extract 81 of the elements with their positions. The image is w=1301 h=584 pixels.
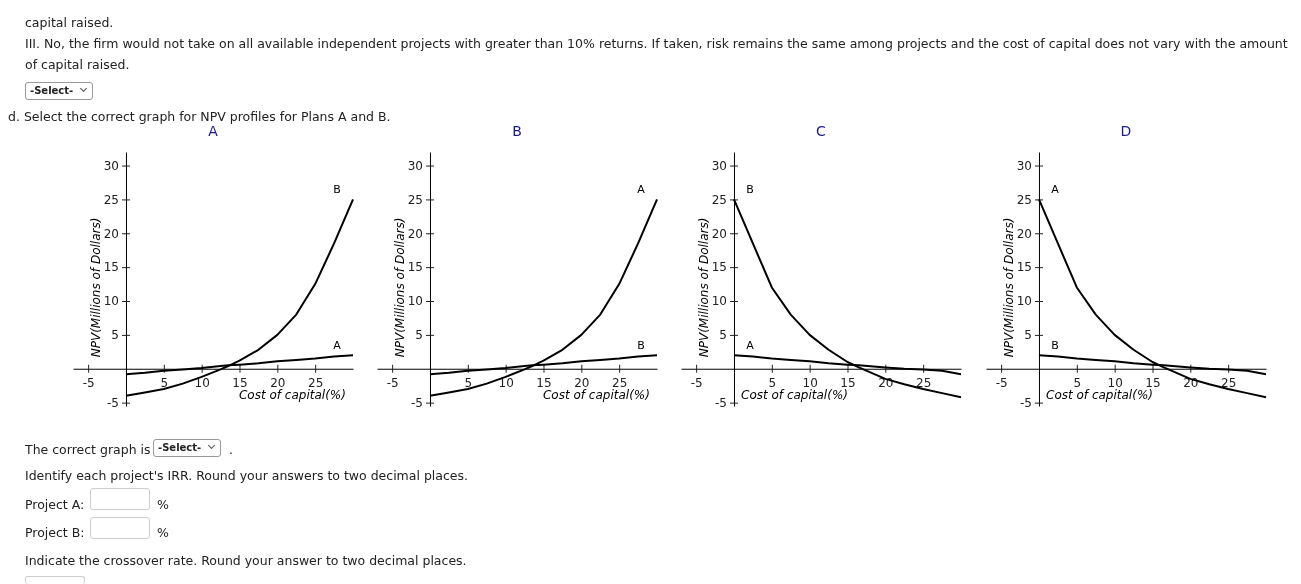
text: . xyxy=(229,441,233,459)
x-tick-label: 25 xyxy=(612,375,628,390)
y-axis-title: NPV(Millions of Dollars) xyxy=(697,217,711,358)
y-tick-label: 5 xyxy=(719,328,727,343)
chart-title: C xyxy=(816,123,827,139)
y-tick-label: 15 xyxy=(711,260,727,275)
x-tick-label: 25 xyxy=(916,375,932,390)
y-tick-label: 30 xyxy=(1016,158,1032,173)
text: Identify each project's IRR. Round your answers to two decimal places. xyxy=(25,467,469,485)
x-tick-label: 20 xyxy=(270,375,286,390)
chart-title: D xyxy=(1120,123,1132,139)
text: Project A: xyxy=(25,496,85,514)
x-tick-label: -5 xyxy=(82,375,95,390)
x-axis-title: Cost of capital(%) xyxy=(1046,387,1153,402)
series-label: B xyxy=(333,183,341,197)
text: d. Select the correct graph for NPV profiles for Plans A and B. xyxy=(8,108,391,126)
y-tick-label: -5 xyxy=(715,395,727,410)
x-axis-title: Cost of capital(%) xyxy=(238,387,346,402)
y-axis-title: NPV(Millions of Dollars) xyxy=(89,217,103,358)
y-tick-label: 30 xyxy=(711,158,727,173)
text: % xyxy=(157,496,169,514)
x-tick-label: 15 xyxy=(232,375,248,390)
x-tick-label: -5 xyxy=(690,375,703,390)
text: III. No, the firm would not take on all available independent projects with greater than 10% returns. If taken, risk remains the same among projects and the cost of capital does not vary with the amount of capital raised. xyxy=(25,35,1289,74)
y-axis-title: NPV(Millions of Dollars) xyxy=(1002,217,1016,358)
y-tick-label: 20 xyxy=(1016,226,1032,241)
y-tick-label: 25 xyxy=(1016,192,1032,207)
y-tick-label: 15 xyxy=(407,260,423,275)
x-tick-label: 5 xyxy=(160,375,169,390)
y-tick-label: 5 xyxy=(111,328,119,343)
chart-title: A xyxy=(208,123,219,139)
dropdown: -Select- xyxy=(25,82,94,100)
x-tick-label: -5 xyxy=(386,375,399,390)
series-label: B xyxy=(1051,339,1059,353)
y-tick-label: 15 xyxy=(1016,260,1032,275)
y-tick-label: 25 xyxy=(711,192,727,207)
y-tick-label: 20 xyxy=(103,226,119,241)
x-tick-label: 25 xyxy=(1221,375,1237,390)
x-axis-title: Cost of capital(%) xyxy=(542,387,650,402)
x-tick-label: 5 xyxy=(768,375,777,390)
x-tick-label: 5 xyxy=(1073,375,1082,390)
y-tick-label: 10 xyxy=(407,294,423,309)
y-tick-label: 30 xyxy=(103,158,119,173)
x-tick-label: 10 xyxy=(802,375,818,390)
y-tick-label: -5 xyxy=(1020,395,1032,410)
text: Indicate the crossover rate. Round your answer to two decimal places. xyxy=(25,552,467,570)
y-tick-label: 30 xyxy=(407,158,423,173)
x-tick-label: 20 xyxy=(574,375,590,390)
series-label: A xyxy=(637,183,646,197)
x-tick-label: 15 xyxy=(1145,375,1161,390)
x-tick-label: 5 xyxy=(464,375,473,390)
series-label: A xyxy=(1051,183,1060,197)
y-tick-label: 20 xyxy=(711,226,727,241)
series-label: B xyxy=(746,183,754,197)
chart-title: B xyxy=(512,123,522,139)
y-tick-label: 25 xyxy=(407,192,423,207)
x-axis-title: Cost of capital(%) xyxy=(741,387,848,402)
y-tick-label: -5 xyxy=(107,395,119,410)
series-label: B xyxy=(637,339,645,353)
y-tick-label: 10 xyxy=(1016,294,1032,309)
x-tick-label: 25 xyxy=(308,375,324,390)
y-tick-label: 5 xyxy=(1024,328,1032,343)
x-tick-label: 15 xyxy=(840,375,856,390)
y-tick-label: 25 xyxy=(103,192,119,207)
x-tick-label: 10 xyxy=(1107,375,1123,390)
y-tick-label: 5 xyxy=(415,328,423,343)
y-tick-label: 10 xyxy=(103,294,119,309)
y-axis-title: NPV(Millions of Dollars) xyxy=(393,217,407,358)
y-tick-label: -5 xyxy=(411,395,423,410)
text: The correct graph is xyxy=(25,441,151,459)
text: Project B: xyxy=(25,524,85,542)
y-tick-label: 20 xyxy=(407,226,423,241)
y-tick-label: 10 xyxy=(711,294,727,309)
text: capital raised. xyxy=(25,14,114,32)
x-tick-label: 15 xyxy=(536,375,552,390)
x-tick-label: -5 xyxy=(995,375,1008,390)
series-label: A xyxy=(746,339,755,353)
text: % xyxy=(157,524,169,542)
series-label: A xyxy=(333,339,342,353)
y-tick-label: 15 xyxy=(103,260,119,275)
dropdown: -Select- xyxy=(153,439,222,457)
